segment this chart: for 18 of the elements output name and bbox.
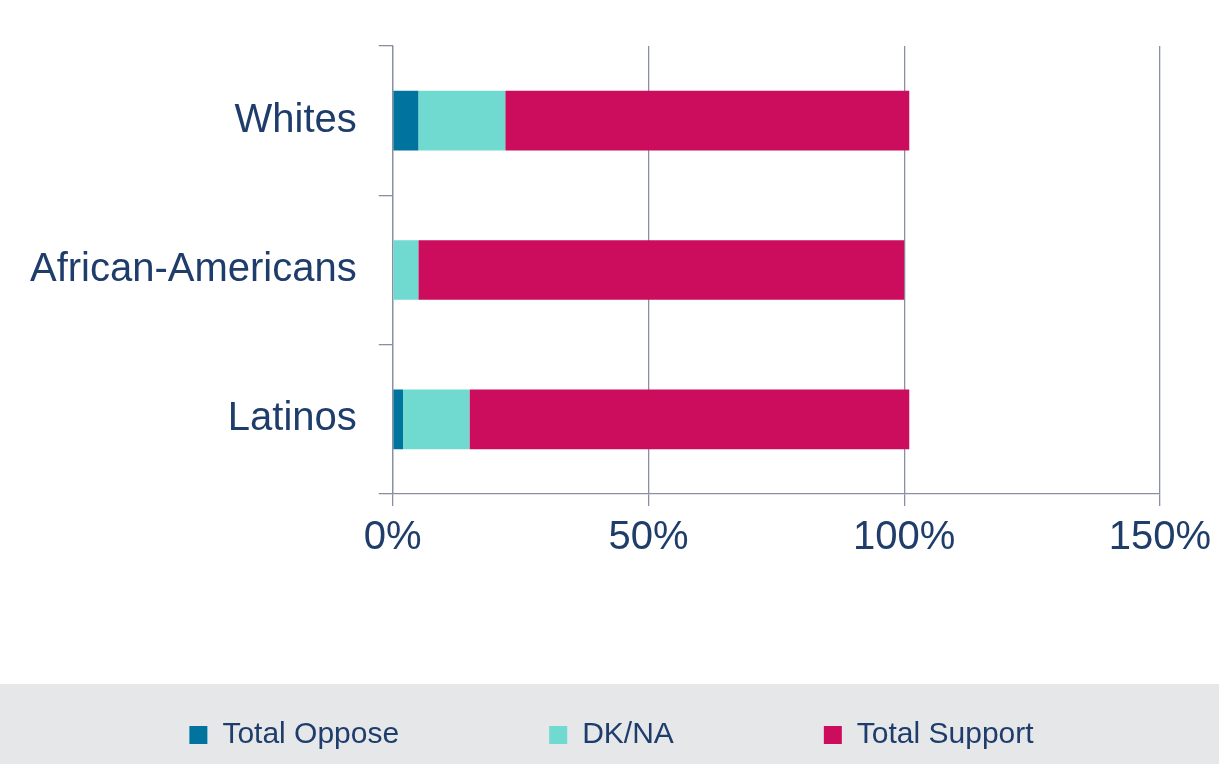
bar	[393, 240, 419, 300]
legend-label: Total Support	[856, 716, 1035, 750]
y-tick-label: Whites	[234, 95, 357, 140]
x-tick-label: 100%	[852, 513, 956, 558]
x-tick-label: 0%	[363, 513, 422, 558]
bar	[469, 389, 910, 450]
bar	[393, 90, 419, 151]
x-tick-label: 150%	[1108, 513, 1211, 558]
legend-label: Total Oppose	[222, 716, 400, 750]
x-tick-label: 50%	[608, 513, 689, 558]
bar	[418, 90, 506, 151]
y-tick-label: African-Americans	[29, 245, 357, 290]
bar	[418, 240, 905, 300]
bar	[402, 389, 470, 450]
bar	[393, 389, 403, 450]
y-tick-label: Latinos	[227, 394, 357, 439]
legend-label: DK/NA	[582, 716, 674, 750]
bar	[505, 90, 910, 151]
